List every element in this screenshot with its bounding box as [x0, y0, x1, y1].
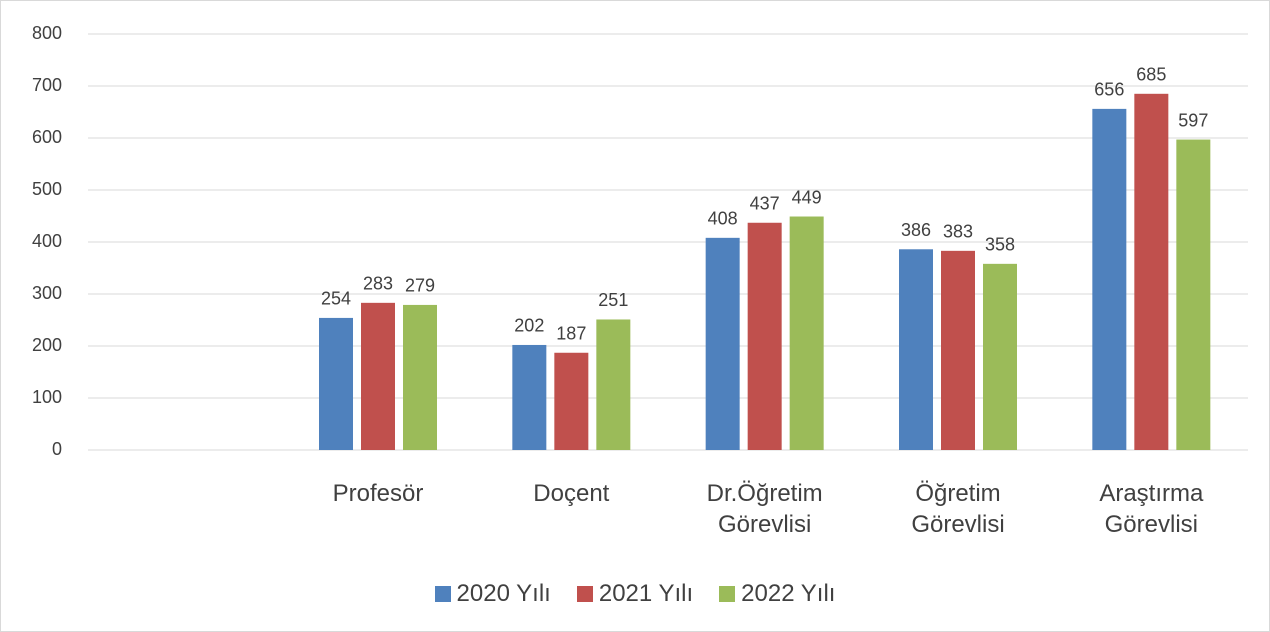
legend-label: 2021 Yılı: [598, 580, 694, 607]
legend: 2020 Yılı 2021 Yılı 2022 Yılı: [0, 580, 1270, 608]
data-label: 685: [1136, 65, 1166, 85]
data-label: 187: [556, 324, 586, 344]
data-label: 358: [985, 235, 1015, 255]
data-label: 283: [363, 274, 393, 294]
legend-item: 2022 Yılı: [719, 580, 835, 608]
y-tick-label: 300: [32, 283, 62, 303]
x-tick-label: Profesör: [332, 480, 424, 507]
data-label: 383: [943, 222, 973, 242]
legend-swatch: [434, 586, 451, 602]
bar: [941, 250, 975, 450]
bar: [512, 344, 547, 450]
legend-item: 2020 Yılı: [434, 580, 551, 608]
data-label: 656: [1094, 80, 1124, 100]
bar: [1092, 108, 1127, 450]
bar: [899, 249, 933, 450]
data-label: 279: [405, 276, 435, 296]
y-tick-label: 200: [32, 335, 62, 355]
legend-item: 2021 Yılı: [576, 580, 694, 608]
y-tick-label: 800: [32, 23, 62, 43]
data-label: 597: [1178, 110, 1208, 130]
x-tick-label: Dr.Öğretim Görevlisi: [706, 480, 823, 538]
bar: [983, 263, 1017, 450]
data-label: 386: [901, 220, 931, 240]
bar: [319, 317, 353, 450]
y-tick-label: 100: [32, 387, 62, 407]
y-tick-label: 500: [32, 179, 62, 199]
y-tick-label: 600: [32, 127, 62, 147]
bar: [789, 216, 824, 450]
legend-swatch: [576, 586, 593, 602]
x-tick-label: Öğretim Görevlisi: [911, 480, 1005, 538]
y-tick-label: 0: [52, 439, 62, 459]
data-label: 251: [598, 290, 628, 310]
x-tick-label: Araştırma Görevlisi: [1099, 480, 1204, 538]
bar: [747, 222, 782, 450]
y-tick-label: 700: [32, 75, 62, 95]
bar: [1176, 139, 1211, 450]
legend-swatch: [719, 586, 736, 602]
bar: [705, 237, 740, 450]
data-label: 449: [792, 187, 822, 207]
data-label: 202: [514, 316, 544, 336]
legend-label: 2020 Yılı: [456, 580, 551, 607]
x-tick-label: Doçent: [533, 480, 610, 507]
bar: [1134, 93, 1169, 451]
bar: [361, 302, 395, 450]
bar: [596, 319, 631, 450]
data-label: 254: [321, 289, 351, 309]
bar: [554, 352, 589, 450]
y-tick-label: 400: [32, 231, 62, 251]
legend-label: 2022 Yılı: [741, 580, 836, 607]
bar: [403, 304, 437, 450]
data-label: 408: [708, 209, 738, 229]
data-label: 437: [750, 194, 780, 214]
